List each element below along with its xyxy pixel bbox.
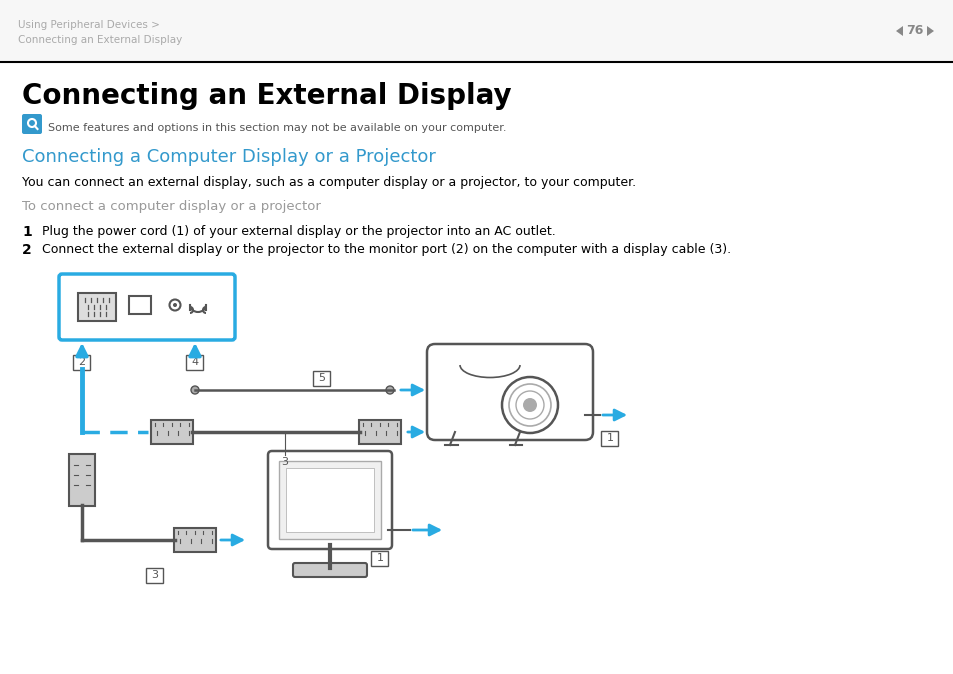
Text: 1: 1 [606, 433, 613, 443]
Text: 1: 1 [22, 225, 31, 239]
FancyBboxPatch shape [78, 293, 116, 321]
FancyBboxPatch shape [314, 371, 330, 386]
FancyBboxPatch shape [601, 431, 618, 446]
Text: Connecting an External Display: Connecting an External Display [18, 35, 182, 45]
FancyBboxPatch shape [268, 451, 392, 549]
Text: You can connect an external display, such as a computer display or a projector, : You can connect an external display, suc… [22, 176, 636, 189]
Polygon shape [926, 26, 933, 36]
FancyBboxPatch shape [186, 355, 203, 369]
FancyBboxPatch shape [129, 296, 151, 314]
Circle shape [172, 303, 177, 307]
FancyBboxPatch shape [69, 454, 95, 506]
FancyBboxPatch shape [293, 563, 367, 577]
FancyBboxPatch shape [358, 420, 400, 444]
Text: 2: 2 [78, 357, 86, 367]
Text: 5: 5 [318, 373, 325, 383]
FancyBboxPatch shape [147, 568, 163, 582]
FancyBboxPatch shape [371, 551, 388, 565]
FancyBboxPatch shape [22, 114, 42, 134]
Text: Some features and options in this section may not be available on your computer.: Some features and options in this sectio… [48, 123, 506, 133]
Text: 1: 1 [376, 553, 383, 563]
Text: 76: 76 [905, 24, 923, 38]
Text: Plug the power cord (1) of your external display or the projector into an AC out: Plug the power cord (1) of your external… [42, 225, 556, 238]
FancyBboxPatch shape [286, 468, 374, 532]
FancyBboxPatch shape [427, 344, 593, 440]
FancyBboxPatch shape [173, 528, 215, 552]
Circle shape [386, 386, 394, 394]
Text: 3: 3 [281, 457, 288, 467]
FancyBboxPatch shape [0, 0, 953, 62]
FancyBboxPatch shape [278, 461, 380, 539]
Text: Using Peripheral Devices >: Using Peripheral Devices > [18, 20, 160, 30]
Text: Connecting an External Display: Connecting an External Display [22, 82, 511, 110]
Text: 3: 3 [152, 570, 158, 580]
FancyBboxPatch shape [276, 454, 294, 470]
Text: 2: 2 [22, 243, 31, 257]
Circle shape [191, 386, 199, 394]
Polygon shape [895, 26, 902, 36]
FancyBboxPatch shape [59, 274, 234, 340]
FancyBboxPatch shape [73, 355, 91, 369]
Text: Connect the external display or the projector to the monitor port (2) on the com: Connect the external display or the proj… [42, 243, 730, 256]
Text: Connecting a Computer Display or a Projector: Connecting a Computer Display or a Proje… [22, 148, 436, 166]
Text: To connect a computer display or a projector: To connect a computer display or a proje… [22, 200, 320, 213]
Text: 4: 4 [192, 357, 198, 367]
Circle shape [522, 398, 537, 412]
FancyBboxPatch shape [151, 420, 193, 444]
